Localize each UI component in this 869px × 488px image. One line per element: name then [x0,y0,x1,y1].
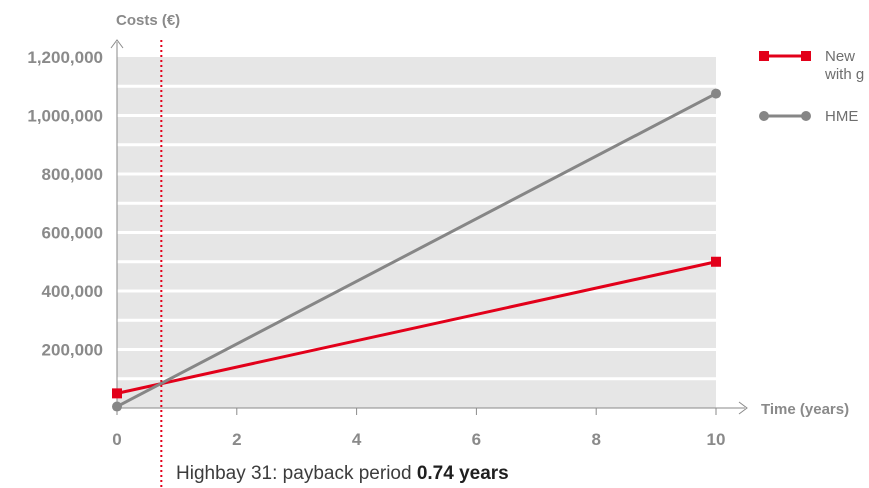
series-line [116,260,717,395]
y-tick-label: 1,000,000 [27,107,103,126]
x-tick-label: 8 [591,430,600,449]
x-tick-labels: 0 2 4 6 8 10 [112,430,725,449]
gridlines [117,84,716,381]
legend-marker [759,51,769,61]
data-point [711,256,721,267]
y-tick-label: 600,000 [42,224,103,243]
x-tick-label: 2 [232,430,241,449]
y-tick-labels: 200,000 400,000 600,000 800,000 1,000,000 1,2… [27,48,103,360]
legend-marker [801,51,811,61]
legend-marker [801,111,811,121]
caption-value: 0.74 years [417,463,509,484]
caption-prefix: Highbay 31: payback period [176,463,417,484]
payback-caption: Highbay 31: payback period 0.74 years [176,463,509,484]
legend-label: New with g [824,48,864,83]
series-lines [112,88,721,412]
legend: New with g HME [759,48,864,125]
x-tick-label: 6 [472,430,481,449]
x-tick-label: 10 [707,430,726,449]
axes [110,39,748,415]
x-tick-label: 0 [112,430,121,449]
x-tick-label: 4 [352,430,362,449]
y-tick-label: 200,000 [42,341,103,360]
data-point [711,88,721,99]
x-axis-title: Time (years) [761,401,849,418]
legend-label: HME [825,108,858,125]
y-tick-label: 800,000 [42,165,103,184]
data-point [112,388,122,399]
series-line [116,92,717,408]
legend-label-line: New [825,48,855,65]
x-axis-arrow [738,401,748,415]
y-axis-title: Costs (€) [116,12,180,29]
legend-label-line: with g [824,66,864,83]
legend-label-line: HME [825,108,858,125]
legend-marker [759,111,769,121]
y-tick-label: 400,000 [42,282,103,301]
y-axis-arrow [110,39,124,49]
y-tick-label: 1,200,000 [27,48,103,67]
data-point [112,401,122,412]
